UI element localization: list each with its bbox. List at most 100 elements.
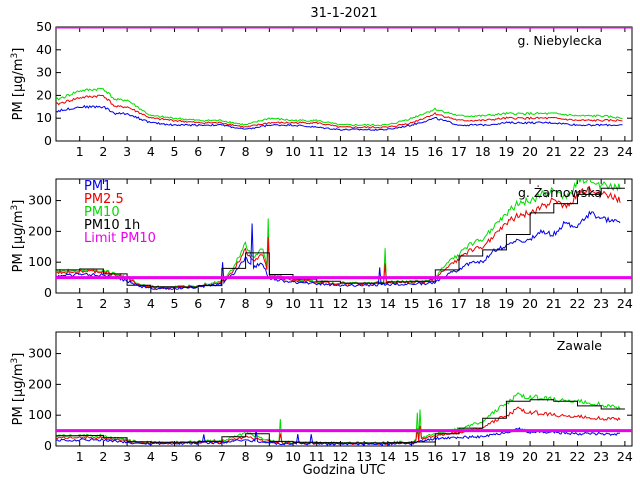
x-tick-label: 1	[76, 296, 84, 311]
y-tick-label: 100	[28, 407, 52, 422]
x-axis-label: Godzina UTC	[303, 463, 386, 478]
x-tick-label: 23	[593, 296, 609, 311]
x-tick-label: 24	[617, 144, 633, 159]
x-tick-label: 8	[242, 296, 250, 311]
y-axis-label: PM [µg/m3]	[10, 353, 26, 426]
y-tick-label: 200	[28, 223, 52, 238]
x-tick-label: 15	[404, 296, 420, 311]
x-tick-label: 6	[194, 449, 202, 464]
station-label: g. Żarnowska	[518, 185, 602, 200]
x-tick-label: 5	[171, 296, 179, 311]
x-tick-label: 16	[427, 449, 443, 464]
series-pm10-1h-step	[56, 399, 625, 444]
x-tick-label: 21	[546, 144, 562, 159]
x-tick-label: 2	[99, 449, 107, 464]
x-tick-label: 15	[404, 144, 420, 159]
x-tick-label: 16	[427, 144, 443, 159]
y-tick-label: 300	[28, 193, 52, 208]
x-tick-label: 9	[265, 296, 273, 311]
x-tick-label: 22	[570, 449, 586, 464]
x-tick-label: 12	[332, 296, 348, 311]
x-tick-label: 19	[498, 296, 514, 311]
series-pm25-line	[56, 94, 623, 129]
x-tick-label: 13	[356, 296, 372, 311]
x-tick-label: 21	[546, 449, 562, 464]
x-tick-label: 10	[285, 296, 301, 311]
y-tick-label: 200	[28, 376, 52, 391]
x-tick-label: 19	[498, 144, 514, 159]
series-pm1-line	[56, 104, 623, 131]
station-label: g. Niebylecka	[518, 33, 602, 48]
x-tick-label: 10	[285, 144, 301, 159]
x-tick-label: 14	[380, 144, 396, 159]
x-tick-label: 5	[171, 144, 179, 159]
x-tick-label: 18	[475, 449, 491, 464]
series-pm10-1h-step	[56, 187, 625, 288]
x-tick-label: 8	[242, 144, 250, 159]
x-tick-label: 20	[522, 449, 538, 464]
plot-area	[56, 27, 632, 131]
x-tick-label: 18	[475, 144, 491, 159]
x-tick-label: 3	[123, 296, 131, 311]
figure-title: 31-1-2021	[310, 6, 377, 21]
x-tick-label: 2	[99, 144, 107, 159]
x-tick-label: 23	[593, 144, 609, 159]
x-tick-label: 7	[218, 449, 226, 464]
x-tick-label: 11	[309, 449, 325, 464]
x-tick-label: 21	[546, 296, 562, 311]
x-tick-label: 5	[171, 449, 179, 464]
x-tick-label: 14	[380, 296, 396, 311]
legend-entry: PM10	[84, 205, 120, 220]
x-tick-label: 1	[76, 144, 84, 159]
y-tick-label: 50	[36, 19, 52, 34]
x-tick-label: 17	[451, 144, 467, 159]
legend-entry: PM10 1h	[84, 218, 140, 233]
x-tick-label: 13	[356, 449, 372, 464]
x-tick-label: 22	[570, 296, 586, 311]
x-tick-label: 22	[570, 144, 586, 159]
x-tick-label: 18	[475, 296, 491, 311]
station-label: Zawale	[557, 338, 603, 353]
legend-entry: Limit PM10	[84, 231, 156, 246]
x-tick-label: 6	[194, 296, 202, 311]
x-tick-label: 3	[123, 449, 131, 464]
x-tick-label: 9	[265, 144, 273, 159]
y-tick-label: 0	[44, 133, 52, 148]
x-tick-label: 23	[593, 449, 609, 464]
x-tick-label: 20	[522, 296, 538, 311]
y-tick-label: 30	[36, 65, 52, 80]
x-tick-label: 12	[332, 144, 348, 159]
series-pm25-line	[56, 185, 621, 290]
legend-entry: PM2.5	[84, 192, 124, 207]
x-tick-label: 20	[522, 144, 538, 159]
y-tick-label: 20	[36, 87, 52, 102]
x-tick-label: 1	[76, 449, 84, 464]
x-tick-label: 19	[498, 449, 514, 464]
x-tick-label: 4	[147, 144, 155, 159]
x-tick-label: 7	[218, 296, 226, 311]
x-tick-label: 7	[218, 144, 226, 159]
x-tick-label: 3	[123, 144, 131, 159]
y-tick-label: 300	[28, 346, 52, 361]
x-tick-label: 15	[404, 449, 420, 464]
legend-entry: PM1	[84, 179, 111, 194]
y-axis-label: PM [µg/m3]	[10, 48, 26, 121]
y-tick-label: 0	[44, 285, 52, 300]
x-tick-label: 12	[332, 449, 348, 464]
plot-area	[56, 179, 632, 291]
x-tick-label: 11	[309, 296, 325, 311]
y-tick-label: 100	[28, 254, 52, 269]
plot-frame	[55, 331, 633, 447]
x-tick-label: 14	[380, 449, 396, 464]
x-tick-label: 10	[285, 449, 301, 464]
series-pm10-line	[56, 87, 623, 127]
x-tick-label: 6	[194, 144, 202, 159]
x-tick-label: 13	[356, 144, 372, 159]
x-tick-label: 16	[427, 296, 443, 311]
x-tick-label: 2	[99, 296, 107, 311]
y-tick-label: 10	[36, 110, 52, 125]
x-tick-label: 17	[451, 449, 467, 464]
